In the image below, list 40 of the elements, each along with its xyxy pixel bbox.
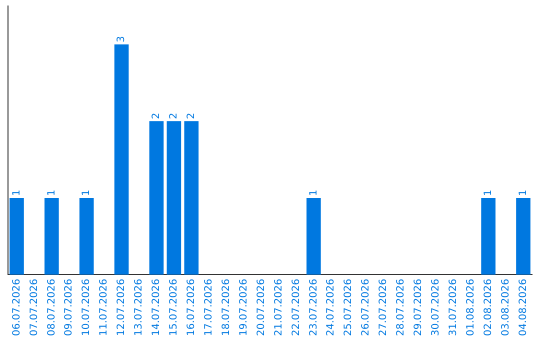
x-tick-label: 16.07.2026 — [186, 278, 197, 336]
x-tick-label: 19.07.2026 — [238, 278, 250, 336]
x-tick-label: 02.08.2026 — [482, 278, 494, 336]
x-tick-label: 24.07.2026 — [326, 278, 337, 336]
x-tick-label: 26.07.2026 — [360, 278, 372, 336]
x-tick-label: 30.07.2026 — [430, 278, 442, 336]
x-tick-label: 04.08.2026 — [518, 278, 529, 336]
x-tick-label: 03.08.2026 — [500, 278, 512, 336]
x-tick-label: 21.07.2026 — [273, 278, 284, 336]
x-tick-label: 12.07.2026 — [116, 278, 128, 336]
data-label: 1 — [308, 190, 320, 196]
data-label: 2 — [186, 112, 197, 120]
data-label: 3 — [116, 36, 128, 42]
x-tick-label: 17.07.2026 — [203, 278, 214, 336]
x-tick-label: 06.07.2026 — [11, 278, 22, 336]
x-tick-label: 22.07.2026 — [290, 278, 302, 336]
x-tick-label: 08.07.2026 — [46, 278, 58, 336]
data-label: 1 — [518, 190, 529, 196]
x-tick-label: 23.07.2026 — [308, 278, 320, 336]
x-tick-label: 13.07.2026 — [134, 278, 145, 336]
x-tick-label: 01.08.2026 — [465, 278, 476, 336]
x-tick-label: 14.07.2026 — [151, 278, 162, 336]
x-tick-label: 20.07.2026 — [256, 278, 267, 336]
x-tick-label: 07.07.2026 — [28, 278, 40, 336]
x-tick-label: 27.07.2026 — [378, 278, 390, 336]
data-label: 1 — [11, 190, 22, 196]
data-label: 2 — [168, 112, 180, 120]
data-label: 1 — [482, 190, 494, 196]
data-label: 1 — [46, 190, 58, 196]
x-tick-label: 29.07.2026 — [413, 278, 424, 336]
x-tick-label: 28.07.2026 — [396, 278, 407, 336]
x-tick-label: 10.07.2026 — [81, 278, 92, 336]
x-tick-label: 09.07.2026 — [64, 278, 75, 336]
x-tick-label: 18.07.2026 — [220, 278, 232, 336]
data-label: 2 — [151, 112, 162, 120]
x-tick-label: 15.07.2026 — [168, 278, 180, 336]
x-tick-label: 25.07.2026 — [343, 278, 354, 336]
x-tick-label: 11.07.2026 — [98, 278, 110, 336]
data-label: 1 — [81, 190, 92, 196]
x-tick-label: 31.07.2026 — [448, 278, 459, 336]
